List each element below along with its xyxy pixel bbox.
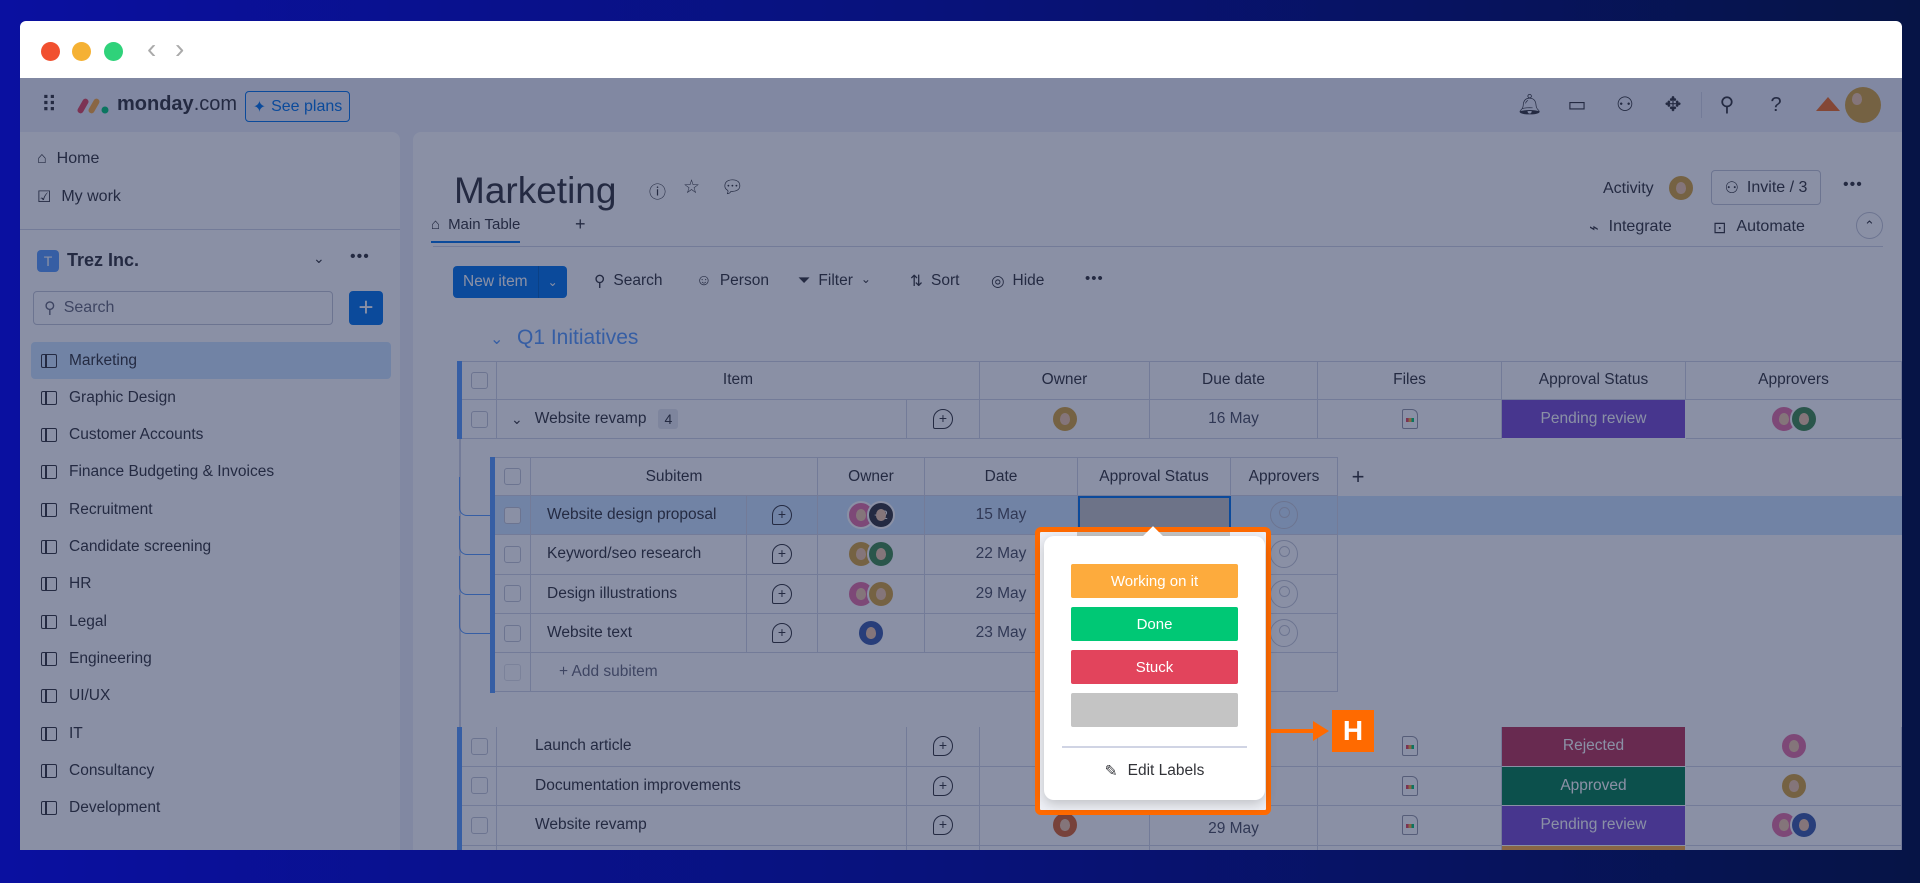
annotation-arrow-head bbox=[1313, 721, 1329, 741]
modal-overlay bbox=[20, 78, 1902, 850]
status-option[interactable]: Stuck bbox=[1071, 650, 1238, 684]
maximize-window-button[interactable] bbox=[104, 42, 123, 61]
popup-divider bbox=[1062, 746, 1247, 748]
minimize-window-button[interactable] bbox=[72, 42, 91, 61]
annotation-label: H bbox=[1332, 710, 1374, 752]
forward-icon[interactable]: › bbox=[175, 33, 185, 64]
edit-labels-label: Edit Labels bbox=[1127, 762, 1205, 779]
close-window-button[interactable] bbox=[41, 42, 60, 61]
edit-labels-button[interactable]: ✎ Edit Labels bbox=[1044, 762, 1265, 781]
status-option[interactable] bbox=[1071, 693, 1238, 727]
status-label-picker: Working on it Done Stuck ✎ Edit Labels bbox=[1044, 526, 1265, 800]
annotation-arrow-line bbox=[1271, 729, 1317, 733]
status-option[interactable]: Done bbox=[1071, 607, 1238, 641]
back-icon[interactable]: ‹ bbox=[147, 33, 157, 64]
browser-toolbar: ‹ › bbox=[20, 21, 1902, 78]
pencil-icon: ✎ bbox=[1104, 763, 1118, 780]
status-option[interactable]: Working on it bbox=[1071, 564, 1238, 598]
